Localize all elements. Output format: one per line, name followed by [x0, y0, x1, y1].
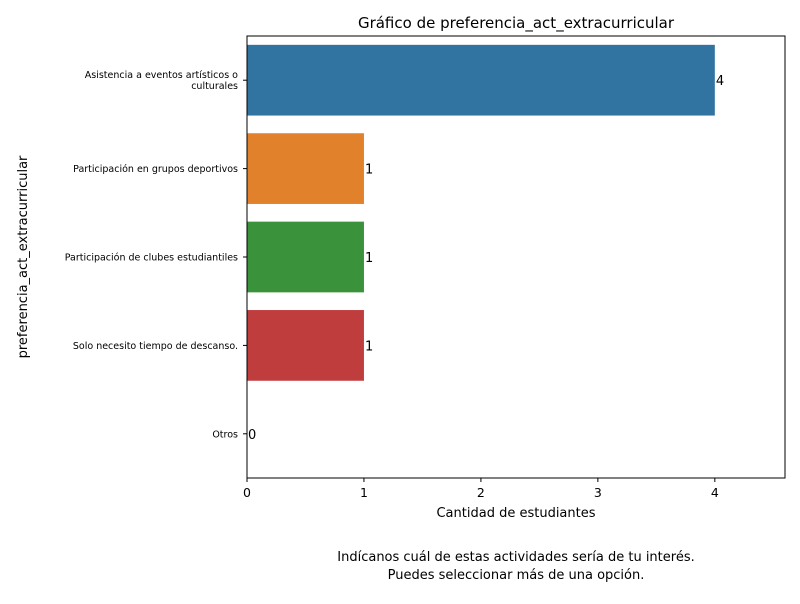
bar: [247, 310, 364, 381]
x-tick-label: 1: [360, 485, 368, 500]
bars-group: 4 1 1 1 0: [247, 44, 724, 443]
y-tick-labels: Asistencia a eventos artísticos ocultura…: [65, 70, 247, 440]
x-axis-label: Cantidad de estudiantes: [436, 506, 595, 521]
bar: [247, 221, 364, 293]
x-tick-label: 4: [711, 485, 719, 500]
bar: [247, 133, 364, 204]
y-tick-label: Solo necesito tiempo de descanso.: [73, 341, 238, 352]
data-label: 1: [365, 163, 373, 178]
y-tick-label: Asistencia a eventos artísticos o: [85, 70, 238, 81]
caption-line-2: Puedes seleccionar más de una opción.: [388, 568, 645, 583]
data-label: 1: [365, 251, 373, 266]
y-tick-label: culturales: [191, 81, 238, 92]
x-axis: 0 1 2 3 4: [243, 478, 719, 500]
plot-frame: [246, 35, 786, 479]
chart-title: Gráfico de preferencia_act_extracurricul…: [358, 14, 675, 33]
data-label: 4: [716, 74, 724, 89]
bar: [247, 44, 715, 116]
x-tick-label: 3: [594, 485, 602, 500]
y-tick-label: Otros: [212, 429, 238, 440]
y-tick-label: Participación en grupos deportivos: [73, 164, 238, 175]
caption-line-1: Indícanos cuál de estas actividades serí…: [337, 550, 694, 565]
data-label: 1: [365, 339, 373, 354]
x-tick-label: 2: [477, 485, 485, 500]
data-label: 0: [248, 428, 256, 443]
y-axis-label: preferencia_act_extracurricular: [16, 155, 31, 358]
y-tick-label: Participación de clubes estudiantiles: [65, 253, 238, 264]
x-tick-label: 0: [243, 485, 251, 500]
